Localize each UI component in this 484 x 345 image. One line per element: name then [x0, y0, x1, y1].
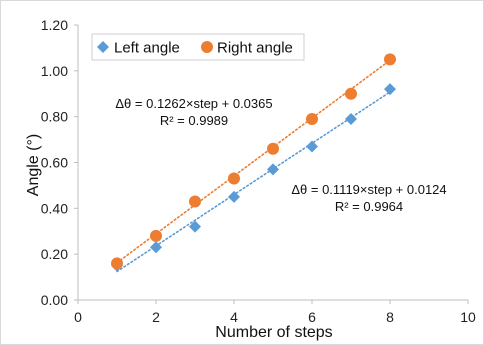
y-tick-label: 1.20	[41, 17, 68, 33]
y-tick-label: 0.00	[41, 292, 68, 308]
y-tick-label: 1.00	[41, 63, 68, 79]
legend-marker-left-angle	[97, 41, 109, 53]
right-angle-equation: Δθ = 0.1262×step + 0.0365	[115, 96, 272, 111]
x-tick-label: 8	[386, 309, 394, 325]
right-angle-equation-bg	[100, 94, 284, 132]
y-tick-label: 0.40	[41, 200, 68, 216]
data-markers	[111, 53, 396, 272]
y-tick-label: 0.80	[41, 109, 68, 125]
data-point-right-angle	[306, 112, 318, 125]
axes: 0 2 4 6 8 10 0.00 0.20 0.40 0.60 0.80 1.00 1.20	[41, 17, 476, 325]
x-tick-label: 2	[152, 309, 160, 325]
data-point-left-angle	[228, 190, 240, 203]
data-point-left-angle	[267, 163, 279, 176]
x-axis-title: Number of steps	[215, 324, 332, 341]
data-point-right-angle	[345, 87, 357, 100]
data-point-right-angle	[111, 257, 123, 270]
legend-box	[91, 33, 305, 61]
x-tick-label: 10	[460, 309, 476, 325]
y-axis-title: Angle (°)	[25, 134, 42, 196]
trendlines	[116, 59, 391, 273]
x-tick-label: 4	[230, 309, 238, 325]
trendline-left-angle	[116, 91, 391, 273]
y-tick-label: 0.20	[41, 246, 68, 262]
data-point-right-angle	[228, 172, 240, 185]
left-angle-equation: Δθ = 0.1119×step + 0.0124	[291, 182, 446, 197]
trendline-right-angle	[116, 59, 391, 264]
right-angle-equation-box: Δθ = 0.1262×step + 0.0365 R² = 0.9989	[100, 94, 284, 132]
legend-marker-right-angle	[201, 41, 213, 53]
legend-label-left-angle: Left angle	[114, 40, 180, 57]
left-angle-r-squared: R² = 0.9964	[335, 199, 403, 214]
data-point-left-angle	[150, 241, 162, 254]
data-point-left-angle	[345, 112, 357, 125]
left-angle-equation-box: Δθ = 0.1119×step + 0.0124 R² = 0.9964	[278, 180, 460, 218]
data-point-right-angle	[150, 229, 162, 242]
y-tick-label: 0.60	[41, 155, 68, 171]
data-point-left-angle	[384, 83, 396, 96]
data-point-right-angle	[384, 53, 396, 66]
data-point-right-angle	[189, 195, 201, 208]
right-angle-r-squared: R² = 0.9989	[160, 113, 228, 128]
legend-label-right-angle: Right angle	[217, 40, 293, 57]
data-point-left-angle	[189, 220, 201, 233]
data-point-left-angle	[306, 140, 318, 153]
data-point-right-angle	[267, 142, 279, 155]
x-tick-label: 0	[74, 309, 82, 325]
left-angle-equation-bg	[278, 180, 460, 218]
x-tick-label: 6	[308, 309, 316, 325]
legend: Left angle Right angle	[91, 33, 305, 61]
